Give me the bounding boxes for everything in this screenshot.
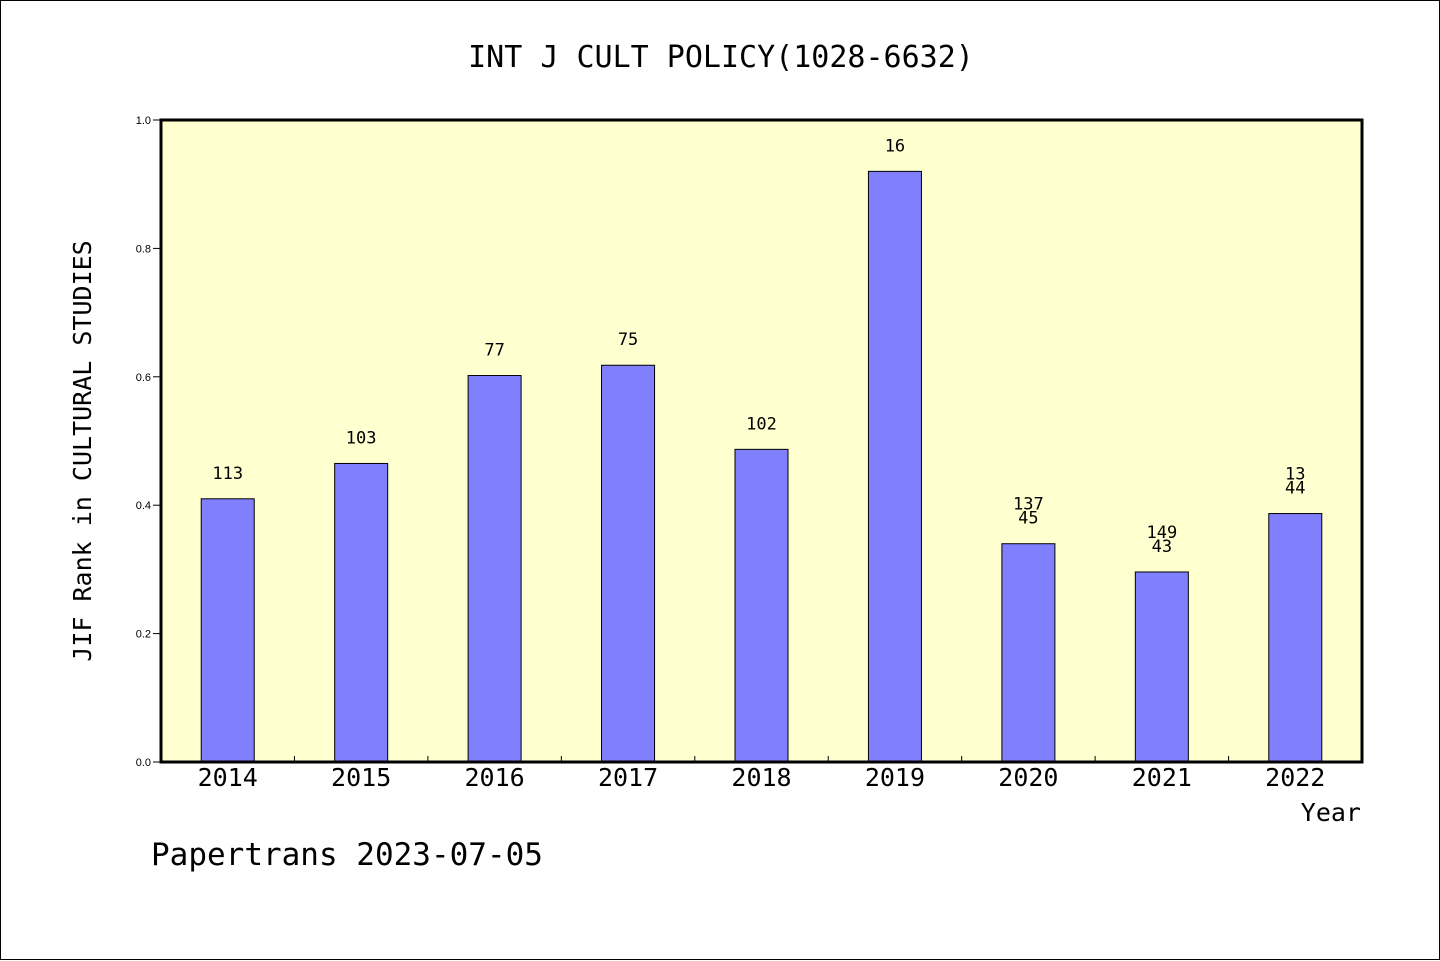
bar [1268, 513, 1323, 763]
x-tick-label: 2018 [731, 763, 791, 792]
bar-data-label: 103 [346, 428, 377, 448]
x-tick-label: 2022 [1265, 763, 1325, 792]
y-tick-label: 0.2 [136, 629, 151, 641]
bar [734, 448, 789, 763]
plot-border [159, 118, 1364, 764]
bar [601, 364, 656, 763]
x-tick-label: 2015 [331, 763, 391, 792]
y-axis-label: JIF Rank in CULTURAL STUDIES [68, 240, 97, 661]
watermark-text: Papertrans 2023-07-05 [151, 837, 543, 873]
x-tick-label: 2014 [198, 763, 258, 792]
bars-group [200, 170, 1323, 763]
y-axis: 0.0 0.2 0.4 0.6 0.8 1.0 [136, 115, 161, 769]
bar [1001, 543, 1056, 763]
bar [334, 462, 389, 763]
bar-data-label: 45 [1018, 509, 1038, 529]
bar-data-label: 16 [885, 136, 905, 156]
y-tick-label: 0.6 [136, 372, 151, 384]
y-tick-label: 1.0 [136, 115, 151, 127]
x-tick-label: 2019 [865, 763, 925, 792]
bar-data-label: 13 [1285, 465, 1305, 485]
bar [200, 498, 255, 763]
bar-data-label: 43 [1152, 537, 1172, 557]
y-tick-label: 0.8 [136, 243, 151, 255]
bar [1134, 571, 1189, 763]
bar-data-label: 75 [618, 330, 638, 350]
x-tick-label: 2017 [598, 763, 658, 792]
bar [867, 170, 922, 763]
x-axis-label: Year [1301, 798, 1361, 827]
chart-title: INT J CULT POLICY(1028-6632) [468, 40, 974, 75]
bar-data-label: 149 [1146, 523, 1177, 543]
bar-data-label: 113 [212, 464, 243, 484]
x-axis: 2014 2015 2016 2017 2018 2019 2020 2021 2022 [198, 756, 1325, 792]
bar-data-label: 102 [746, 414, 777, 434]
x-tick-label: 2016 [465, 763, 525, 792]
y-tick-label: 0.0 [136, 757, 151, 769]
bar-data-label: 77 [484, 341, 504, 361]
bar [467, 375, 522, 763]
x-tick-label: 2021 [1132, 763, 1192, 792]
bar-data-label: 44 [1285, 479, 1305, 499]
y-tick-label: 0.4 [136, 500, 151, 512]
bar-data-label: 137 [1013, 495, 1044, 515]
x-tick-label: 2020 [998, 763, 1058, 792]
